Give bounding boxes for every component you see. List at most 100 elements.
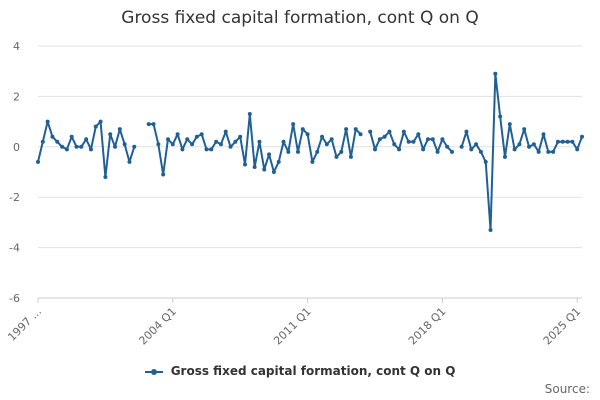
data-point[interactable] <box>392 142 397 147</box>
data-point[interactable] <box>175 132 180 137</box>
data-point[interactable] <box>185 137 190 142</box>
data-point[interactable] <box>536 149 541 154</box>
data-point[interactable] <box>565 139 570 144</box>
data-point[interactable] <box>315 149 320 154</box>
data-point[interactable] <box>295 149 300 154</box>
data-point[interactable] <box>291 122 296 127</box>
data-point[interactable] <box>551 149 556 154</box>
data-point[interactable] <box>358 132 363 137</box>
data-point[interactable] <box>440 137 445 142</box>
data-point[interactable] <box>252 164 257 169</box>
data-point[interactable] <box>541 132 546 137</box>
data-point[interactable] <box>377 137 382 142</box>
data-point[interactable] <box>464 129 469 134</box>
data-point[interactable] <box>60 144 65 149</box>
data-point[interactable] <box>546 149 551 154</box>
data-point[interactable] <box>560 139 565 144</box>
data-point[interactable] <box>339 149 344 154</box>
data-point[interactable] <box>575 147 580 152</box>
data-point[interactable] <box>445 144 450 149</box>
data-point[interactable] <box>425 137 430 142</box>
data-point[interactable] <box>493 71 498 76</box>
data-point[interactable] <box>108 132 113 137</box>
data-point[interactable] <box>209 147 214 152</box>
data-point[interactable] <box>122 142 127 147</box>
data-point[interactable] <box>382 134 387 139</box>
data-point[interactable] <box>507 122 512 127</box>
data-point[interactable] <box>450 149 455 154</box>
data-point[interactable] <box>570 139 575 144</box>
data-point[interactable] <box>132 144 137 149</box>
data-point[interactable] <box>421 147 426 152</box>
data-point[interactable] <box>348 154 353 159</box>
data-point[interactable] <box>353 127 358 132</box>
data-point[interactable] <box>344 127 349 132</box>
data-point[interactable] <box>156 142 161 147</box>
data-point[interactable] <box>223 129 228 134</box>
data-point[interactable] <box>194 134 199 139</box>
data-point[interactable] <box>117 127 122 132</box>
data-point[interactable] <box>69 134 74 139</box>
data-point[interactable] <box>262 167 267 172</box>
data-point[interactable] <box>435 149 440 154</box>
data-point[interactable] <box>329 137 334 142</box>
data-point[interactable] <box>88 147 93 152</box>
data-point[interactable] <box>459 144 464 149</box>
data-point[interactable] <box>151 122 156 127</box>
data-point[interactable] <box>228 144 233 149</box>
data-point[interactable] <box>45 119 50 124</box>
data-point[interactable] <box>50 134 55 139</box>
data-point[interactable] <box>478 149 483 154</box>
data-point[interactable] <box>281 139 286 144</box>
data-point[interactable] <box>84 137 89 142</box>
data-point[interactable] <box>98 119 103 124</box>
data-point[interactable] <box>531 142 536 147</box>
data-point[interactable] <box>512 147 517 152</box>
data-point[interactable] <box>474 142 479 147</box>
data-point[interactable] <box>214 139 219 144</box>
data-point[interactable] <box>372 147 377 152</box>
data-point[interactable] <box>103 175 108 180</box>
data-point[interactable] <box>74 144 79 149</box>
data-point[interactable] <box>416 132 421 137</box>
data-point[interactable] <box>161 172 166 177</box>
data-point[interactable] <box>257 139 262 144</box>
data-point[interactable] <box>36 159 40 164</box>
data-point[interactable] <box>305 132 310 137</box>
data-point[interactable] <box>218 142 223 147</box>
data-point[interactable] <box>127 159 132 164</box>
data-point[interactable] <box>300 127 305 132</box>
data-point[interactable] <box>411 139 416 144</box>
data-point[interactable] <box>527 144 532 149</box>
data-point[interactable] <box>488 227 493 232</box>
data-point[interactable] <box>238 134 243 139</box>
data-point[interactable] <box>243 162 248 167</box>
data-point[interactable] <box>93 124 98 129</box>
data-point[interactable] <box>310 159 315 164</box>
data-point[interactable] <box>483 159 488 164</box>
legend[interactable]: Gross fixed capital formation, cont Q on… <box>0 364 600 378</box>
data-point[interactable] <box>406 139 411 144</box>
data-point[interactable] <box>170 142 175 147</box>
data-point[interactable] <box>324 142 329 147</box>
data-point[interactable] <box>79 144 84 149</box>
data-point[interactable] <box>555 139 560 144</box>
data-point[interactable] <box>517 142 522 147</box>
data-point[interactable] <box>267 152 272 157</box>
data-point[interactable] <box>469 147 474 152</box>
data-point[interactable] <box>247 112 252 117</box>
data-point[interactable] <box>401 129 406 134</box>
data-point[interactable] <box>233 139 238 144</box>
data-point[interactable] <box>502 154 507 159</box>
data-point[interactable] <box>55 139 60 144</box>
data-point[interactable] <box>522 127 527 132</box>
data-point[interactable] <box>276 159 281 164</box>
data-point[interactable] <box>320 134 325 139</box>
data-point[interactable] <box>430 137 435 142</box>
data-point[interactable] <box>40 139 45 144</box>
data-point[interactable] <box>271 170 276 174</box>
data-point[interactable] <box>387 129 392 134</box>
data-point[interactable] <box>334 154 339 159</box>
data-point[interactable] <box>580 134 584 139</box>
data-point[interactable] <box>199 132 204 137</box>
